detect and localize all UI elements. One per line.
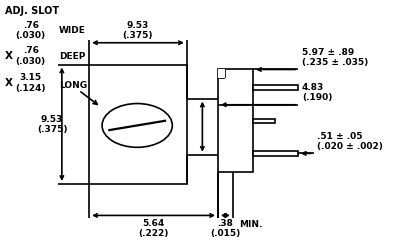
Text: DEEP: DEEP: [59, 52, 86, 61]
Text: 5.97 ± .89
(.235 ± .035): 5.97 ± .89 (.235 ± .035): [302, 48, 368, 67]
Text: 3.15
(.124): 3.15 (.124): [16, 73, 46, 92]
Text: 9.53
(.375): 9.53 (.375): [123, 21, 153, 40]
Circle shape: [102, 104, 172, 147]
Text: 9.53
(.375): 9.53 (.375): [37, 115, 67, 134]
Text: .76
(.030): .76 (.030): [16, 21, 46, 40]
Bar: [89, 65, 187, 184]
Bar: [253, 85, 298, 91]
Bar: [218, 69, 225, 78]
Text: 4.83
(.190): 4.83 (.190): [302, 83, 332, 102]
Bar: [253, 120, 274, 123]
Text: 5.64
(.222): 5.64 (.222): [138, 219, 169, 238]
Text: LONG: LONG: [59, 81, 87, 90]
Text: .76
(.030): .76 (.030): [16, 46, 46, 66]
Text: MIN.: MIN.: [240, 220, 263, 229]
Text: ADJ. SLOT: ADJ. SLOT: [5, 6, 60, 16]
Text: X: X: [5, 78, 13, 88]
Text: .51 ± .05
(.020 ± .002): .51 ± .05 (.020 ± .002): [318, 132, 383, 151]
Text: .38
(.015): .38 (.015): [210, 219, 240, 238]
Text: WIDE: WIDE: [59, 26, 86, 35]
Bar: [218, 69, 253, 172]
Bar: [253, 151, 298, 156]
Text: X: X: [5, 51, 13, 61]
